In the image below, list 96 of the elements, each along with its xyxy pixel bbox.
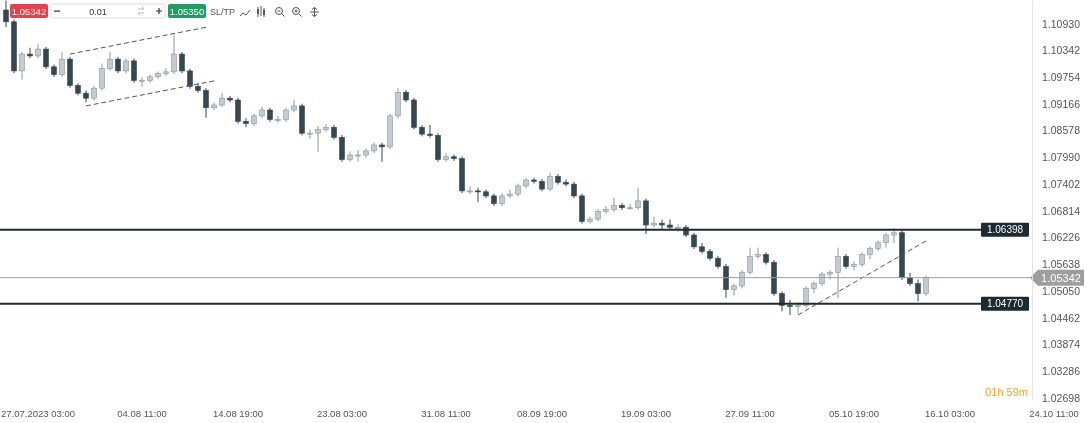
candlestick [611,197,617,213]
candlestick [451,154,457,162]
candlestick [131,58,137,84]
candlestick [851,260,857,271]
candlestick [163,67,169,77]
x-tick-label: 04.08 11:00 [117,408,167,419]
candlestick [59,51,65,78]
candlestick [347,150,353,163]
y-tick-label: 1.07990 [1042,151,1081,164]
candlestick [891,227,897,244]
y-tick-label: 1.06814 [1042,204,1081,217]
candlestick [171,34,177,75]
y-tick-label: 1.06226 [1042,231,1081,244]
x-tick-label: 31.08 11:00 [421,408,471,419]
x-tick-label: 24.10 11:00 [1029,408,1079,419]
y-tick-label: 1.03286 [1042,364,1081,377]
candlestick [915,279,921,302]
candlestick [827,269,833,281]
candlestick [315,125,321,153]
y-tick-label: 1.07402 [1042,177,1081,190]
x-tick-label: 16.10 03:00 [924,408,976,419]
candlestick [659,219,665,231]
candlestick [427,124,433,139]
candlestick [99,63,105,91]
candlestick [747,247,753,276]
x-tick-label: 19.09 03:00 [620,408,672,419]
annotation: SL/TP [210,6,236,17]
annotation: 01h 59m [985,386,1028,398]
candlestick [379,142,385,163]
candlestick [907,272,913,287]
candlestick [107,51,113,72]
annotation: 1.05350 [169,5,205,17]
candlestick [803,285,809,309]
candlestick [43,46,49,70]
candlestick [531,177,537,185]
x-tick-label: 14.08 19:00 [212,408,264,419]
candlestick [635,187,641,211]
candlestick [547,172,553,192]
x-tick-label: 05.10 19:00 [828,408,880,419]
candlestick [275,115,281,124]
candlestick [467,185,473,195]
candlestick [139,76,145,87]
candlestick [923,274,929,297]
candlestick [203,87,209,119]
candlestick [339,134,345,163]
candlestick [323,123,329,133]
ref-line-label: 1.04770 [986,298,1024,310]
y-tick-label: 1.05638 [1042,258,1081,271]
annotation: 0.01 [89,6,107,17]
candlestick [811,280,817,294]
candlestick [723,263,729,299]
candlestick [307,129,313,140]
candlestick [699,242,705,255]
candlestick [627,203,633,211]
candlestick [443,152,449,163]
y-tick-label: 1.03874 [1042,338,1081,351]
x-tick-label: 27.07.2023 03:00 [1,408,75,419]
candlestick [731,283,737,296]
candlestick [787,299,793,316]
candlestick [675,223,681,233]
candlestick [187,68,193,90]
y-tick-label: 1.04462 [1042,311,1081,324]
y-tick-label: 1.10930 [1042,17,1081,30]
annotation: 1.05342 [11,5,47,17]
candlestick [27,47,33,59]
candlestick [179,51,185,74]
candlestick [83,89,89,103]
candlestick [667,219,673,231]
candlestick [19,51,25,81]
candlestick [235,97,241,125]
x-tick-label: 08.09 19:00 [516,408,568,419]
candlestick [651,216,657,228]
y-tick-label: 1.08578 [1042,124,1081,137]
ref-line-label: 1.05342 [1041,271,1081,284]
candlestick [291,99,297,113]
y-tick-label: 1.02698 [1042,391,1081,404]
x-tick-label: 27.09 11:00 [725,408,775,419]
candlestick [867,245,873,260]
candlestick [155,70,161,80]
x-tick-label: 23.08 03:00 [316,408,368,419]
y-tick-label: 1.09754 [1042,70,1081,83]
candlestick [619,202,625,211]
candlestick [795,301,801,315]
candlestick [227,95,233,103]
y-tick-label: 1.10342 [1042,44,1081,57]
candlestick [355,149,361,162]
ref-line-label: 1.06398 [986,224,1024,236]
candlestick [835,247,841,299]
candlestick [395,87,401,119]
y-tick-label: 1.09166 [1042,97,1081,110]
y-tick-label: 1.05050 [1042,284,1081,297]
candlestick [3,0,9,28]
candlestick [475,187,481,203]
candlestick [755,247,761,260]
candlestick [243,117,249,128]
candlestick [603,205,609,215]
